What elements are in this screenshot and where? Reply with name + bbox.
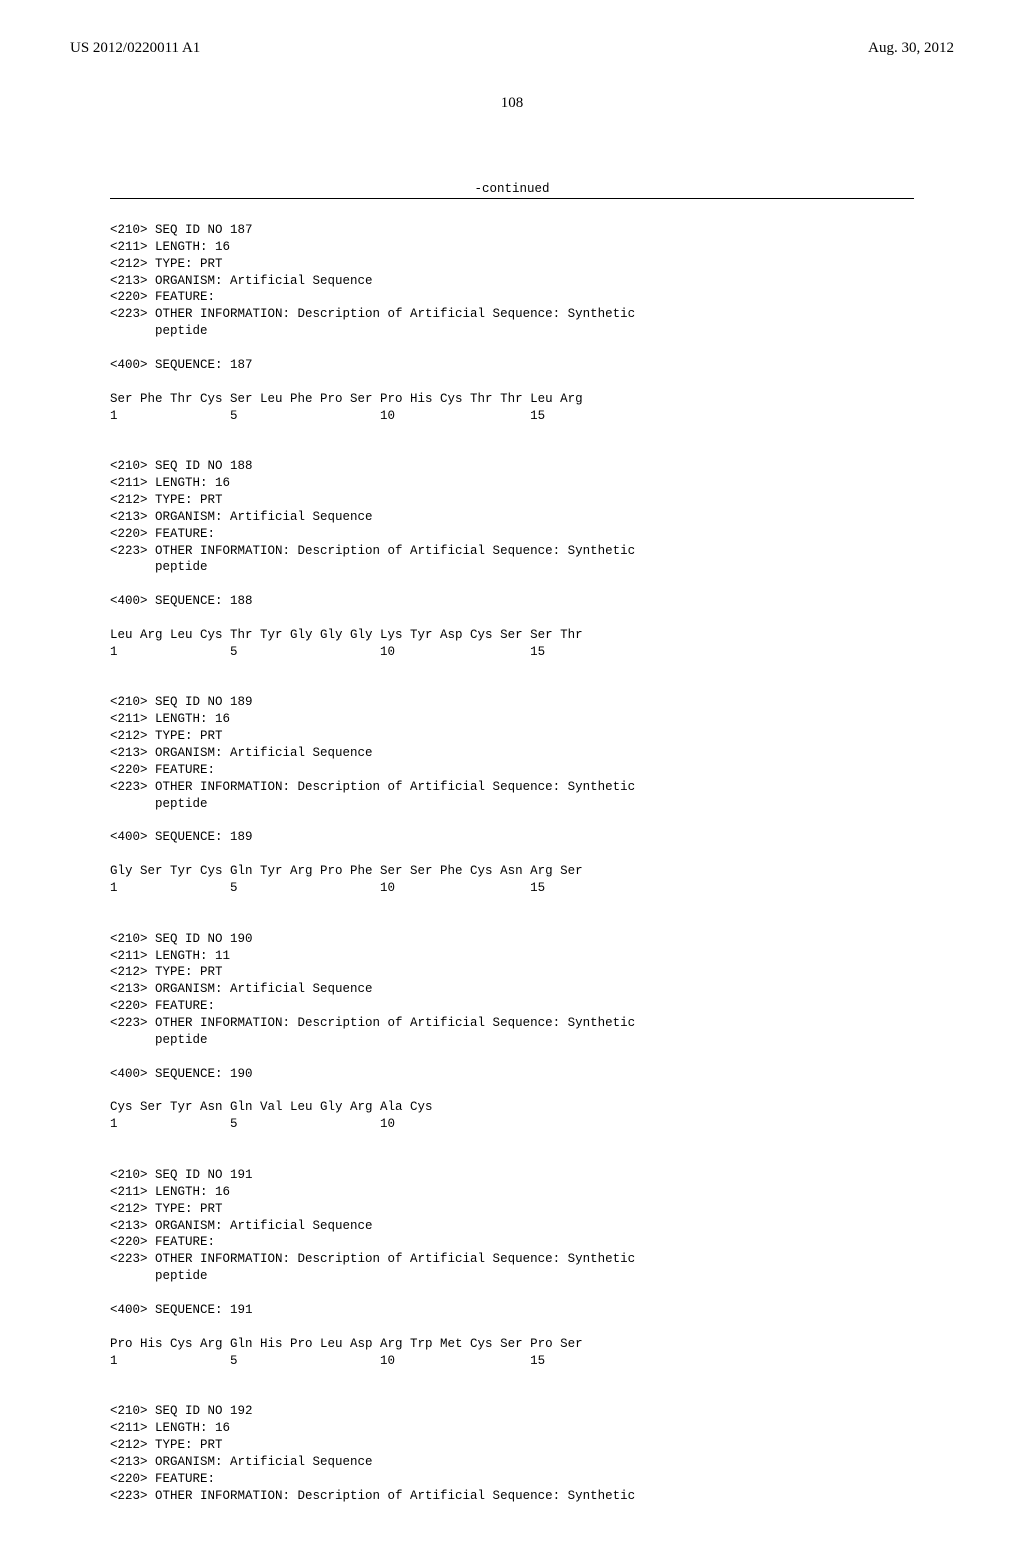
publication-date: Aug. 30, 2012	[868, 40, 954, 57]
header-row: US 2012/0220011 A1 Aug. 30, 2012	[70, 40, 954, 57]
page-number: 108	[70, 95, 954, 112]
sequence-listing: <210> SEQ ID NO 187 <211> LENGTH: 16 <21…	[110, 198, 914, 1504]
publication-number: US 2012/0220011 A1	[70, 40, 200, 57]
continued-label: -continued	[70, 182, 954, 196]
